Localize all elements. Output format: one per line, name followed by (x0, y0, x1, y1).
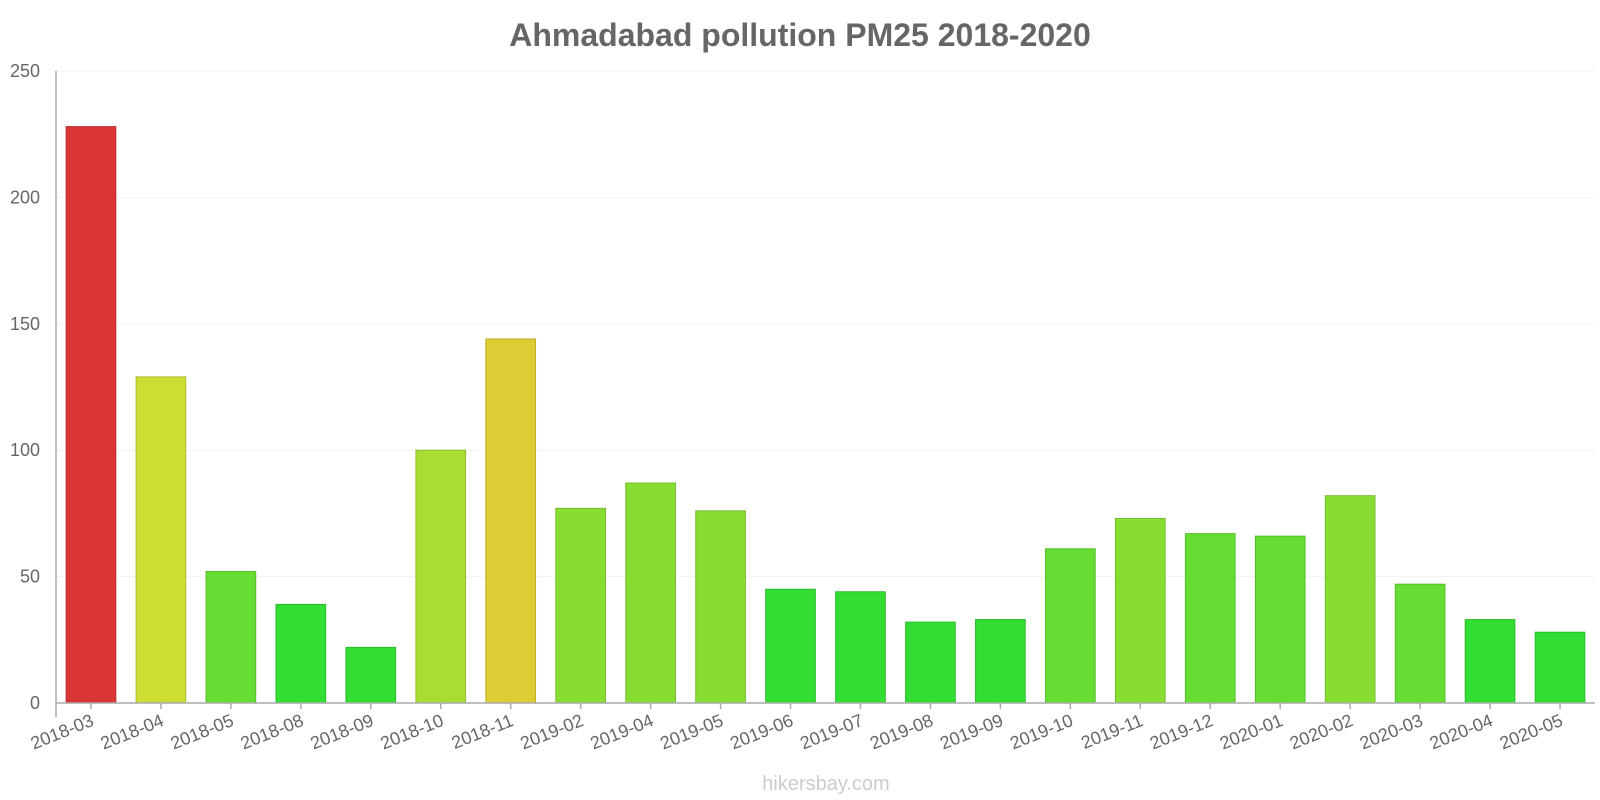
bar-2020-05 (1534, 631, 1586, 704)
bar-2019-06 (765, 588, 816, 704)
x-tick-label-2018-04: 2018-04 (98, 710, 167, 753)
x-tick-label-2019-04: 2019-04 (587, 710, 656, 753)
y-tick-label-150: 150 (10, 314, 40, 334)
bar-2018-04 (135, 376, 187, 704)
bar-2020-03 (1394, 583, 1446, 704)
bar-2019-02 (555, 507, 606, 704)
x-tick-label-2019-10: 2019-10 (1007, 710, 1076, 753)
x-tick-label-2019-09: 2019-09 (937, 710, 1006, 753)
x-tick-label-2019-06: 2019-06 (727, 710, 796, 753)
watermark: hikersbay.com (762, 773, 889, 795)
x-tick-label-2020-03: 2020-03 (1357, 710, 1426, 753)
y-tick-label-200: 200 (10, 187, 40, 207)
y-tick-label-100: 100 (10, 440, 40, 460)
chart-title: Ahmadabad pollution PM25 2018-2020 (509, 17, 1091, 53)
axes (55, 71, 1595, 717)
x-tick-label-2020-04: 2020-04 (1427, 710, 1496, 753)
bar-2018-03 (65, 126, 117, 704)
y-axis-ticks: 0 50 100 150 200 250 (10, 61, 40, 713)
x-tick-label-2018-08: 2018-08 (238, 710, 307, 753)
x-tick-label-2020-05: 2020-05 (1497, 710, 1566, 753)
x-tick-label-2018-05: 2018-05 (168, 710, 237, 753)
x-tick-label-2018-11: 2018-11 (449, 710, 517, 753)
bar-2019-12 (1184, 533, 1236, 704)
x-tick-label-2020-01: 2020-01 (1217, 710, 1286, 753)
bar-2019-04 (625, 482, 676, 704)
bar-2018-10 (415, 449, 467, 704)
y-tick-label-50: 50 (20, 567, 40, 587)
x-tick-label-2019-05: 2019-05 (657, 710, 726, 753)
bar-2019-09 (975, 619, 1026, 704)
x-axis-ticks: 2018-03 2018-04 2018-05 2018-08 2018-09 2018-… (28, 710, 1566, 753)
x-tick-label-2018-10: 2018-10 (378, 710, 447, 753)
bar-2019-10 (1045, 548, 1096, 704)
bar-2019-11 (1114, 517, 1166, 704)
bar-2018-05 (205, 571, 257, 704)
y-tick-label-250: 250 (10, 61, 40, 81)
bar-2020-01 (1254, 535, 1306, 704)
bar-2019-07 (835, 591, 886, 704)
bar-2020-04 (1464, 619, 1516, 704)
x-tick-label-2019-08: 2019-08 (867, 710, 936, 753)
bar-2019-05 (695, 510, 746, 704)
bar-2018-11 (485, 338, 537, 704)
bar-2020-02 (1324, 495, 1376, 704)
bar-2019-08 (905, 621, 956, 704)
x-tick-label-2020-02: 2020-02 (1287, 710, 1356, 753)
x-tick-label-2019-07: 2019-07 (797, 710, 866, 753)
bar-2018-08 (275, 603, 327, 704)
x-tick-label-2019-12: 2019-12 (1147, 710, 1216, 753)
y-tick-label-0: 0 (30, 693, 40, 713)
bars (65, 126, 1586, 704)
x-tick-label-2019-02: 2019-02 (517, 710, 586, 753)
x-tick-label-2019-11: 2019-11 (1078, 710, 1146, 753)
x-tick-label-2018-03: 2018-03 (28, 710, 97, 753)
bar-2018-09 (345, 646, 397, 704)
x-tick-label-2018-09: 2018-09 (308, 710, 377, 753)
